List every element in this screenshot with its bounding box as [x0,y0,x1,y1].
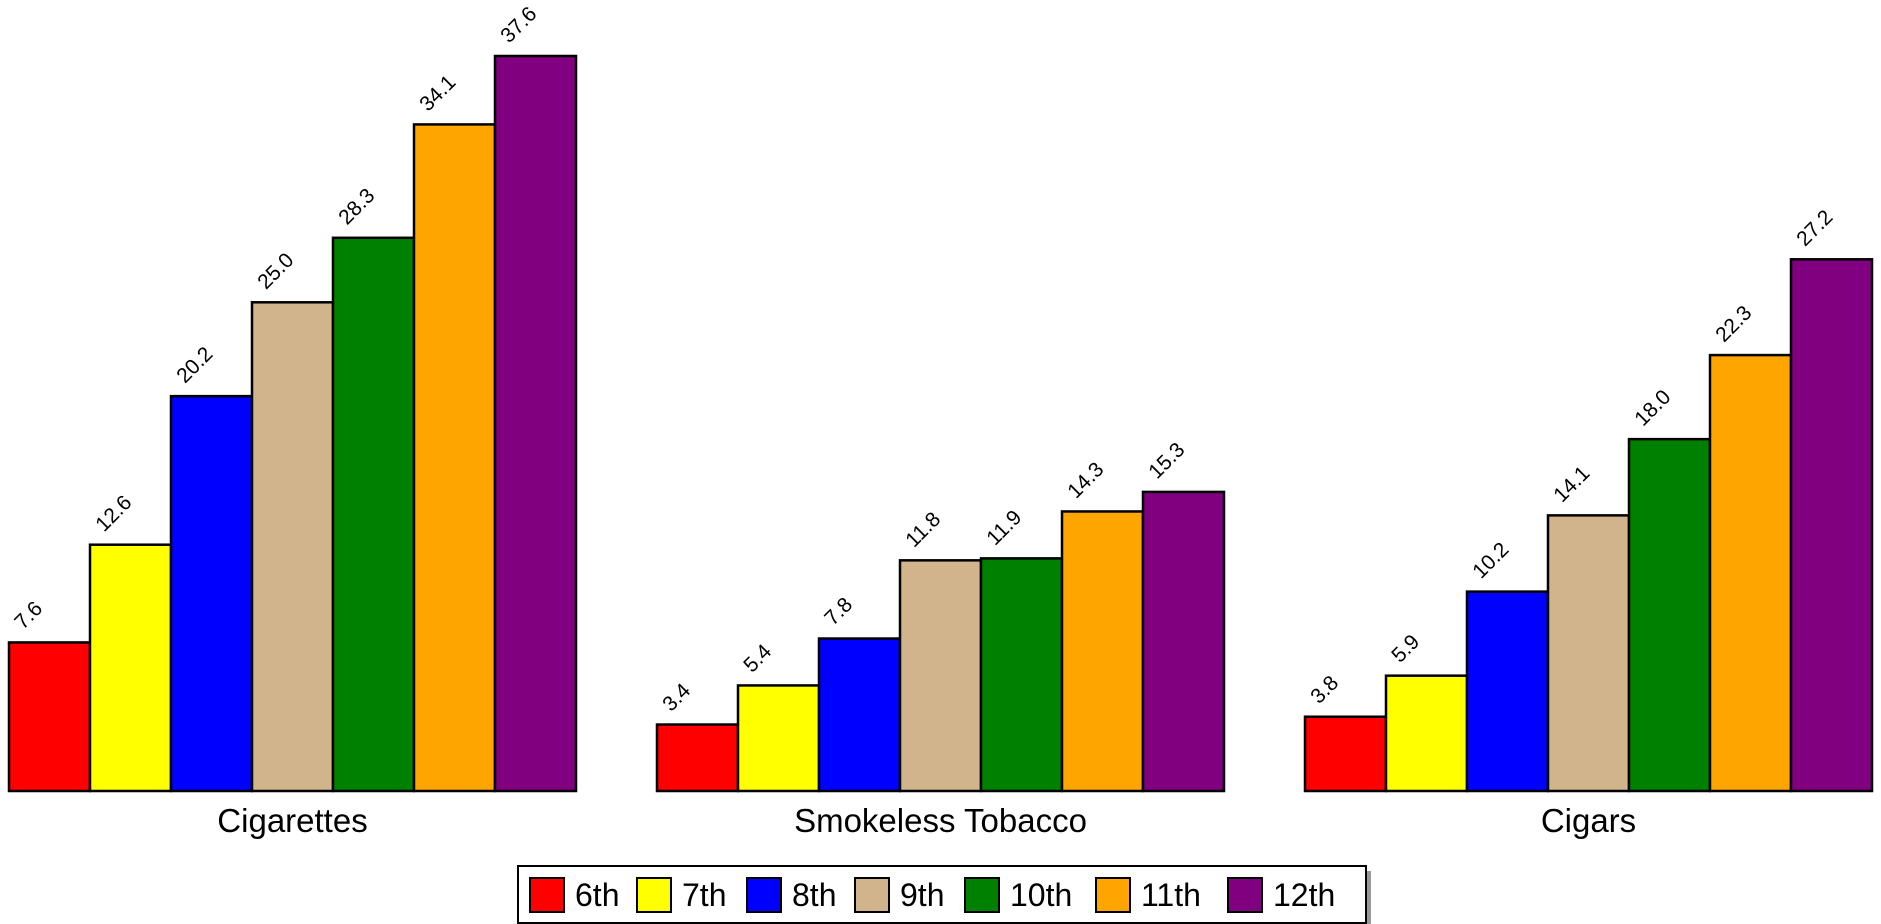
bar-cigars-11th [1708,353,1793,793]
category-labels-layer: Cigarettes Smokeless Tobacco Cigars [217,802,1636,839]
data-label: 34.1 [415,71,460,116]
data-label: 11.9 [982,506,1026,550]
legend-swatch-8th [746,877,782,913]
legend-swatch-10th [964,877,1000,913]
data-label: 22.3 [1711,301,1756,346]
data-label: 5.4 [739,640,776,677]
legend-label-9th: 9th [900,877,944,913]
data-label: 37.6 [496,2,541,47]
bar-cigars-12th [1789,258,1874,793]
data-label: 3.8 [1306,671,1343,708]
bar-cigarettes-8th [169,394,254,793]
bar-cigarettes-7th [88,543,173,793]
bar-smokeless-tobacco-8th [817,637,902,793]
bars-layer [7,54,1874,793]
legend-swatch-11th [1095,877,1131,913]
data-label: 3.4 [658,679,695,716]
bar-cigarettes-9th [250,301,335,793]
bar-smokeless-tobacco-9th [898,559,983,793]
category-label: Cigarettes [217,802,367,839]
bar-cigarettes-10th [331,236,416,793]
data-label: 28.3 [334,184,379,229]
legend-label-8th: 8th [792,877,836,913]
legend-swatch-7th [636,877,672,913]
legend-swatch-6th [529,877,565,913]
bar-smokeless-tobacco-7th [736,684,821,793]
bar-cigars-6th [1303,715,1388,793]
data-label: 7.6 [10,597,47,634]
data-label: 18.0 [1630,386,1675,431]
data-label: 14.3 [1063,458,1108,503]
data-label: 25.0 [253,249,298,294]
data-label: 27.2 [1792,206,1837,251]
legend-label-7th: 7th [682,877,726,913]
legend-label-12th: 12th [1273,877,1335,913]
bar-cigarettes-6th [7,641,92,793]
data-label: 5.9 [1387,630,1424,667]
data-label: 7.8 [820,593,857,630]
bar-smokeless-tobacco-6th [655,723,740,793]
legend-label-6th: 6th [575,877,619,913]
category-label: Cigars [1541,802,1636,839]
bar-cigars-7th [1384,674,1469,793]
bar-smokeless-tobacco-11th [1060,510,1145,793]
data-label: 14.1 [1549,462,1594,507]
bar-cigars-10th [1627,437,1712,793]
bar-smokeless-tobacco-12th [1141,490,1226,793]
legend-label-10th: 10th [1010,877,1072,913]
data-label: 11.8 [901,508,945,552]
bar-cigarettes-12th [493,54,578,793]
legend-swatch-12th [1227,877,1263,913]
data-label: 10.2 [1468,538,1513,583]
data-label: 12.6 [91,491,136,536]
bar-cigarettes-11th [412,123,497,793]
legend: 6th 7th 8th 9th 10th 11th 12th [517,865,1371,924]
category-label: Smokeless Tobacco [794,802,1087,839]
bar-cigars-9th [1546,514,1631,793]
legend-swatch-9th [854,877,890,913]
bar-smokeless-tobacco-10th [979,557,1064,793]
data-label: 15.3 [1144,438,1189,483]
bar-cigars-8th [1465,590,1550,793]
legend-label-11th: 11th [1141,877,1201,913]
data-label: 20.2 [172,343,217,388]
